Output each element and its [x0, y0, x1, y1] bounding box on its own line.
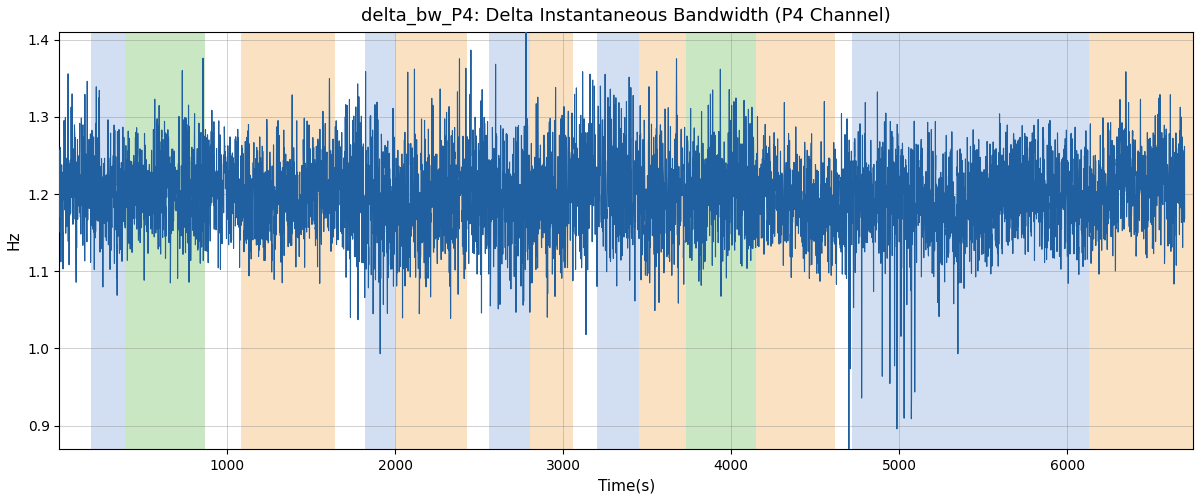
Title: delta_bw_P4: Delta Instantaneous Bandwidth (P4 Channel): delta_bw_P4: Delta Instantaneous Bandwid… — [361, 7, 892, 25]
Y-axis label: Hz: Hz — [7, 230, 22, 250]
Bar — [1088, 32, 1193, 449]
Bar — [852, 32, 1088, 449]
Bar — [91, 32, 125, 449]
Bar — [756, 32, 835, 449]
Bar — [686, 32, 756, 449]
Bar — [125, 32, 205, 449]
Bar — [241, 32, 335, 449]
Bar — [529, 32, 574, 449]
Bar — [365, 32, 395, 449]
Bar — [596, 32, 638, 449]
Bar — [638, 32, 686, 449]
Bar — [395, 32, 468, 449]
X-axis label: Time(s): Time(s) — [598, 478, 655, 493]
Bar — [490, 32, 529, 449]
